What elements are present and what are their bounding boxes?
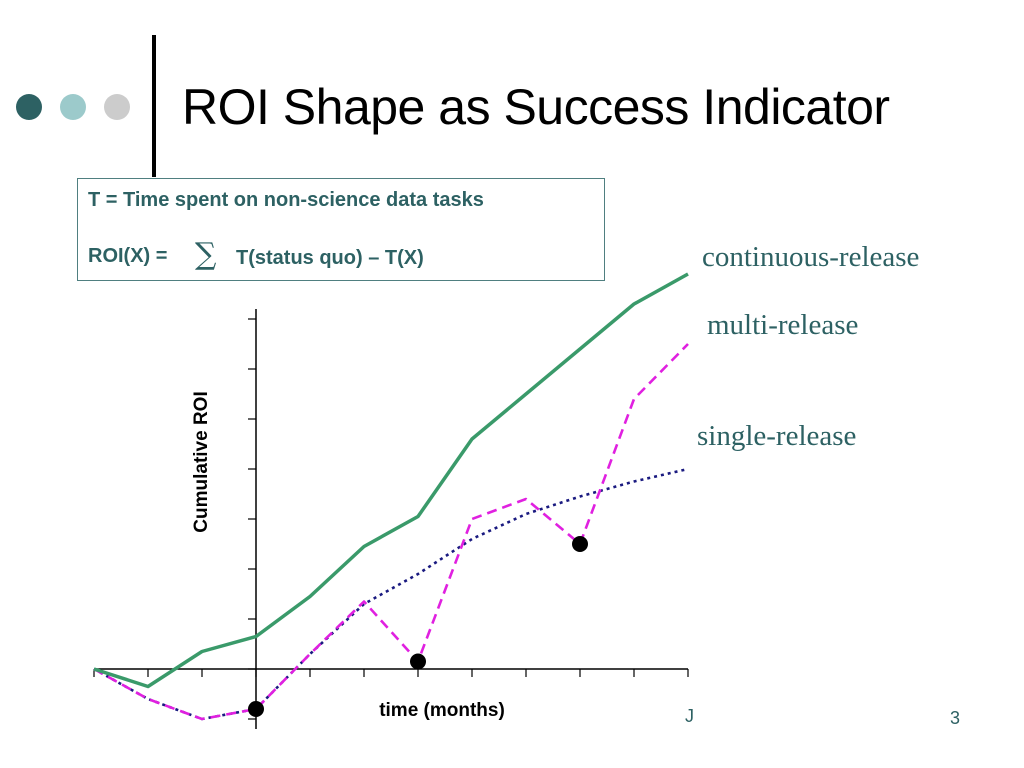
release-marker <box>248 701 264 717</box>
series-label-multi-release: multi-release <box>707 309 859 341</box>
slide-title: ROI Shape as Success Indicator <box>182 79 890 135</box>
y-axis-label: Cumulative ROI <box>191 391 212 532</box>
release-markers <box>248 536 588 717</box>
sigma-icon: ∑ <box>195 237 217 272</box>
series-line-continuous-release <box>93 272 689 689</box>
title-divider <box>152 35 156 177</box>
series-label-continuous-release: continuous-release <box>702 241 920 273</box>
page-number: 3 <box>950 708 961 728</box>
gray-dot-icon <box>104 94 130 120</box>
release-marker <box>572 536 588 552</box>
chart-axes <box>93 309 689 729</box>
definition-line-1: T = Time spent on non-science data tasks <box>88 189 484 211</box>
series-line-single-release <box>93 467 689 721</box>
x-axis-label: time (months) <box>379 700 505 721</box>
roi-formula-suffix: T(status quo) – T(X) <box>236 247 424 269</box>
light-teal-dot-icon <box>60 94 86 120</box>
definition-box: T = Time spent on non-science data tasks… <box>77 178 605 281</box>
release-marker <box>410 653 426 670</box>
dark-teal-dot-icon <box>16 94 42 120</box>
series-label-single-release: single-release <box>697 420 857 452</box>
footer-text-fragment: J <box>685 706 694 726</box>
chart-series <box>93 272 689 721</box>
roi-formula-prefix: ROI(X) = <box>88 245 168 267</box>
series-line-multi-release <box>93 343 689 721</box>
